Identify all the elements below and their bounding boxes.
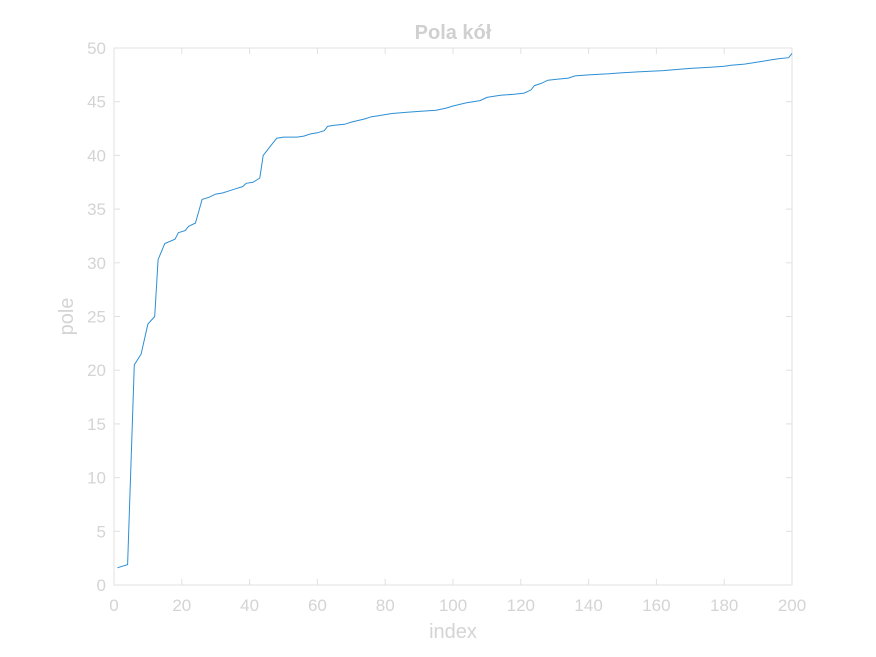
y-tick-label: 25 bbox=[87, 308, 106, 327]
y-tick-label: 45 bbox=[87, 93, 106, 112]
x-tick-label: 200 bbox=[778, 596, 806, 615]
y-tick-label: 20 bbox=[87, 361, 106, 380]
x-axis-label: index bbox=[429, 621, 477, 643]
x-tick-label: 40 bbox=[240, 596, 259, 615]
x-tick-label: 140 bbox=[574, 596, 602, 615]
x-axis-ticks: 0 20 40 60 80 100 120 140 160 180 200 bbox=[109, 48, 806, 615]
x-tick-label: 20 bbox=[172, 596, 191, 615]
chart-title: Pola kół bbox=[415, 22, 492, 44]
y-tick-label: 50 bbox=[87, 39, 106, 58]
x-tick-label: 80 bbox=[376, 596, 395, 615]
y-tick-label: 35 bbox=[87, 200, 106, 219]
x-tick-label: 180 bbox=[710, 596, 738, 615]
y-axis-label: pole bbox=[56, 298, 78, 336]
series-line bbox=[117, 53, 793, 569]
x-tick-label: 0 bbox=[109, 596, 118, 615]
y-tick-label: 5 bbox=[97, 522, 106, 541]
x-tick-label: 160 bbox=[642, 596, 670, 615]
y-tick-label: 10 bbox=[87, 469, 106, 488]
y-tick-label: 40 bbox=[87, 146, 106, 165]
y-tick-label: 15 bbox=[87, 415, 106, 434]
x-tick-label: 120 bbox=[507, 596, 535, 615]
y-tick-label: 30 bbox=[87, 254, 106, 273]
x-tick-label: 100 bbox=[439, 596, 467, 615]
x-tick-label: 60 bbox=[308, 596, 327, 615]
y-tick-label: 0 bbox=[97, 576, 106, 595]
y-axis-ticks: 0 5 10 15 20 25 30 35 40 45 50 bbox=[87, 39, 792, 595]
